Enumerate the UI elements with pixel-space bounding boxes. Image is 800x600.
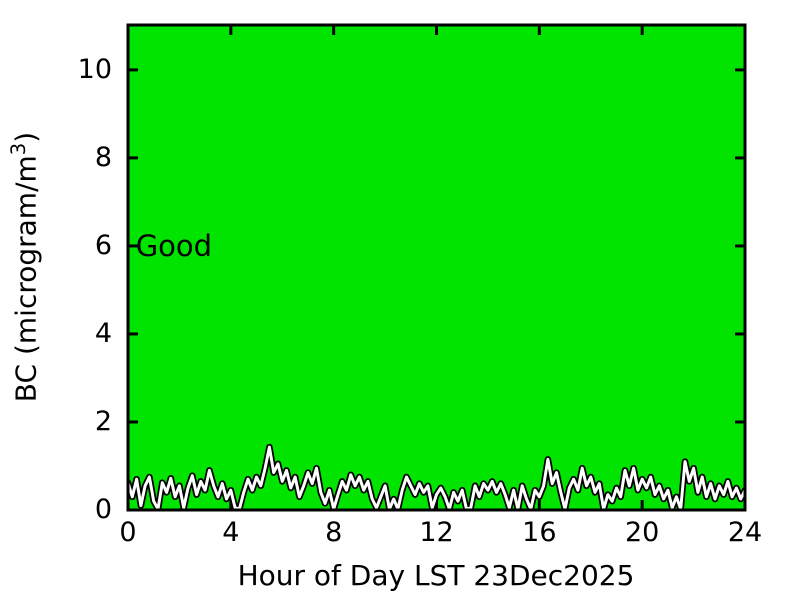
- x-axis-label: Hour of Day LST 23Dec2025: [237, 559, 635, 592]
- bc-line: [128, 445, 745, 510]
- y-tick-label: 4: [94, 318, 112, 350]
- x-tick-label: 4: [222, 517, 240, 548]
- aqi-category-good-label: Good: [135, 228, 213, 263]
- y-tick-label: 0: [94, 494, 112, 526]
- x-tick-label: 20: [624, 517, 660, 548]
- x-tick-label: 8: [325, 517, 343, 548]
- y-tick-label: 8: [94, 142, 112, 174]
- y-axis-label-superscript: 3: [7, 142, 31, 156]
- y-tick-label: 2: [94, 406, 112, 438]
- x-tick-label: 12: [419, 517, 454, 548]
- plot-frame: [126, 23, 747, 512]
- y-tick-label: 6: [94, 230, 112, 262]
- y-axis-label: BC (microgram/m3): [7, 131, 43, 403]
- y-tick-label: 10: [77, 54, 112, 86]
- plot-background: [128, 25, 745, 510]
- x-tick-label: 16: [522, 517, 557, 548]
- x-tick-label: 24: [727, 517, 763, 548]
- y-axis-label-text: BC (microgram/m: [9, 155, 43, 403]
- x-tick-label: 0: [119, 517, 137, 548]
- y-axis-label-close: ): [9, 131, 43, 143]
